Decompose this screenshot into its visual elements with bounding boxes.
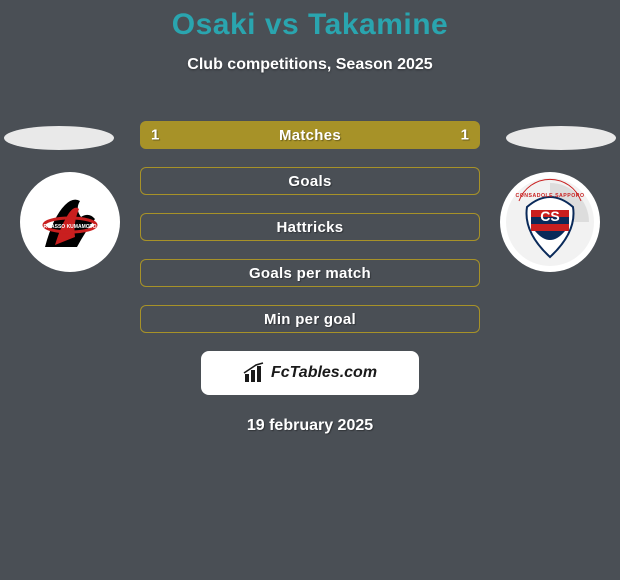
source-badge: FcTables.com — [201, 351, 419, 395]
stat-bar: 1 Matches 1 — [140, 121, 480, 149]
player-marker-right — [506, 126, 616, 150]
page-title: Osaki vs Takamine — [0, 8, 620, 42]
subtitle: Club competitions, Season 2025 — [0, 56, 620, 74]
stat-bar: Goals per match — [140, 259, 480, 287]
stat-label: Matches — [279, 127, 341, 144]
stat-value-left: 1 — [151, 127, 159, 144]
svg-text:ROASSO KUMAMOTO: ROASSO KUMAMOTO — [44, 224, 97, 230]
stat-bar: Hattricks — [140, 213, 480, 241]
source-badge-text: FcTables.com — [271, 364, 377, 382]
date-label: 19 february 2025 — [0, 417, 620, 435]
stat-value-right: 1 — [461, 127, 469, 144]
stat-label: Goals per match — [249, 265, 371, 282]
bar-chart-icon — [243, 362, 267, 384]
stat-label: Min per goal — [264, 311, 356, 328]
stat-bar: Goals — [140, 167, 480, 195]
consadole-sapporo-crest-icon: CS CONSADOLE SAPPORO — [505, 177, 595, 267]
roasso-kumamoto-crest-icon: ROASSO KUMAMOTO — [25, 177, 115, 267]
svg-text:CS: CS — [540, 208, 559, 224]
team-crest-left: ROASSO KUMAMOTO — [20, 172, 120, 272]
team-crest-right: CS CONSADOLE SAPPORO — [500, 172, 600, 272]
stat-bar: Min per goal — [140, 305, 480, 333]
player-marker-left — [4, 126, 114, 150]
stat-label: Hattricks — [277, 219, 344, 236]
svg-text:CONSADOLE SAPPORO: CONSADOLE SAPPORO — [515, 193, 584, 199]
stat-label: Goals — [288, 173, 331, 190]
